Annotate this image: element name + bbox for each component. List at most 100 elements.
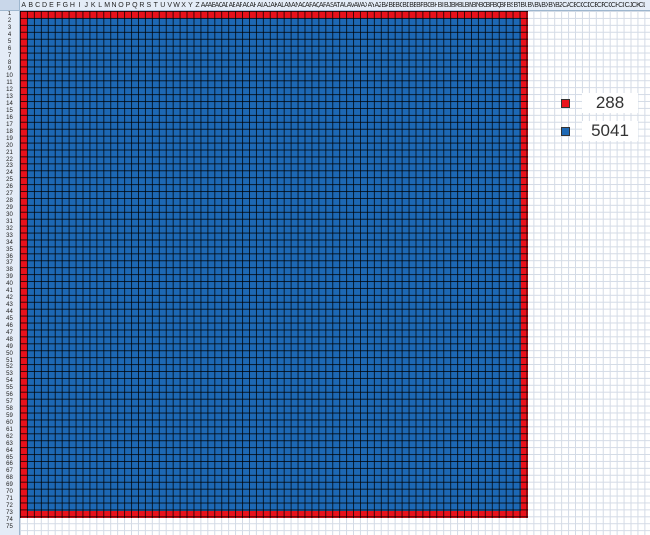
row-header[interactable]: 28 — [6, 198, 13, 205]
row-header[interactable]: 48 — [6, 336, 13, 343]
column-header[interactable]: BW — [534, 2, 541, 9]
row-header[interactable]: 67 — [6, 468, 13, 475]
column-header[interactable]: P — [125, 2, 131, 9]
row-header[interactable]: 58 — [6, 406, 13, 412]
column-header[interactable]: AE — [228, 2, 236, 9]
column-header[interactable]: AM — [284, 2, 291, 9]
row-header[interactable]: 24 — [6, 170, 13, 177]
row-header[interactable]: 36 — [6, 253, 13, 260]
row-header[interactable]: 6 — [7, 45, 12, 52]
column-header[interactable]: BX — [541, 2, 548, 9]
row-header[interactable]: 45 — [6, 315, 13, 322]
row-header[interactable]: 65 — [6, 454, 13, 461]
column-header[interactable]: CC — [576, 2, 583, 9]
row-header[interactable]: 30 — [6, 211, 13, 218]
column-header[interactable]: BU — [520, 2, 527, 9]
column-header[interactable]: CE — [589, 2, 597, 9]
row-header[interactable]: 11 — [6, 80, 13, 87]
row-header[interactable]: 38 — [6, 267, 13, 274]
column-header[interactable]: AR — [318, 2, 326, 9]
row-header[interactable]: 32 — [6, 225, 13, 232]
column-header[interactable]: BT — [513, 2, 520, 9]
row-header[interactable]: 50 — [6, 350, 13, 357]
column-header[interactable]: O — [118, 2, 124, 9]
column-header[interactable]: E — [49, 2, 54, 9]
column-header[interactable]: T — [153, 2, 158, 9]
column-header[interactable]: AW — [353, 2, 361, 9]
column-header[interactable]: AV — [346, 2, 354, 9]
row-header[interactable]: 34 — [6, 239, 13, 246]
row-header[interactable]: 71 — [6, 496, 13, 503]
row-header[interactable]: 69 — [6, 482, 13, 489]
row-header[interactable]: 3 — [7, 24, 12, 31]
column-header[interactable]: BF — [416, 2, 423, 9]
column-header[interactable]: CL — [638, 2, 646, 9]
column-header[interactable]: AS — [325, 2, 333, 9]
row-header[interactable]: 70 — [6, 489, 13, 496]
row-header[interactable]: 23 — [6, 163, 13, 170]
column-header[interactable]: BH — [430, 2, 437, 9]
row-header[interactable]: 20 — [6, 142, 13, 149]
column-header[interactable]: N — [111, 2, 117, 9]
row-header[interactable]: 44 — [6, 308, 13, 315]
row-header[interactable]: 68 — [6, 475, 13, 482]
row-header[interactable]: 60 — [6, 419, 13, 426]
column-header[interactable]: AY — [367, 2, 375, 9]
row-header[interactable]: 72 — [6, 503, 13, 510]
column-header[interactable]: AP — [304, 2, 312, 9]
column-header[interactable]: BP — [485, 2, 493, 9]
column-header[interactable]: AB — [207, 2, 215, 9]
column-header[interactable]: AU — [339, 2, 347, 9]
row-header[interactable]: 46 — [6, 322, 13, 329]
row-header[interactable]: 40 — [6, 281, 13, 288]
column-header[interactable]: K — [90, 2, 96, 9]
row-header[interactable]: 74 — [6, 516, 13, 523]
row-header[interactable]: 42 — [6, 295, 13, 302]
column-header[interactable]: Y — [188, 2, 193, 9]
row-header[interactable]: 41 — [6, 288, 13, 295]
column-header[interactable]: CK — [631, 2, 639, 9]
column-header[interactable]: AQ — [311, 2, 319, 9]
row-header[interactable]: 16 — [6, 114, 13, 121]
column-header[interactable]: AJ — [263, 2, 271, 9]
column-header[interactable]: CI — [618, 2, 625, 9]
row-header[interactable]: 73 — [6, 509, 13, 516]
column-header[interactable]: J — [84, 2, 88, 9]
select-all-corner[interactable] — [0, 0, 20, 11]
row-header[interactable]: 63 — [6, 440, 13, 447]
column-header[interactable]: CH — [610, 2, 618, 9]
row-header[interactable]: 25 — [6, 177, 13, 184]
column-header[interactable]: C — [35, 2, 40, 9]
row-header[interactable]: 37 — [6, 260, 13, 267]
row-header[interactable]: 33 — [6, 232, 13, 239]
column-header[interactable]: I — [78, 2, 80, 9]
row-header[interactable]: 56 — [6, 392, 13, 399]
column-header[interactable]: AC — [214, 2, 222, 9]
column-header[interactable]: BR — [499, 2, 507, 9]
row-header[interactable]: 5 — [7, 38, 12, 45]
column-header[interactable]: AK — [270, 2, 277, 9]
column-header[interactable]: BQ — [492, 2, 500, 9]
row-header[interactable]: 21 — [6, 149, 13, 156]
row-header[interactable]: 49 — [6, 343, 13, 350]
column-header[interactable]: AD — [221, 2, 229, 9]
row-header[interactable]: 75 — [6, 523, 13, 530]
column-header[interactable]: BI — [437, 2, 444, 9]
row-header[interactable]: 35 — [6, 246, 13, 253]
column-header[interactable]: AH — [249, 2, 256, 9]
row-header[interactable]: 19 — [6, 135, 13, 142]
row-header[interactable]: 55 — [6, 385, 13, 392]
column-header[interactable]: AA — [200, 2, 208, 9]
column-header[interactable]: BB — [388, 2, 395, 9]
column-header[interactable]: CB — [569, 2, 576, 9]
row-header[interactable]: 14 — [6, 101, 13, 108]
column-header[interactable]: A — [21, 2, 26, 9]
column-header[interactable]: BY — [548, 2, 555, 9]
column-header[interactable]: BJ — [443, 2, 451, 9]
column-header[interactable]: S — [146, 2, 151, 9]
row-header[interactable]: 53 — [6, 371, 13, 378]
row-header[interactable]: 61 — [6, 426, 13, 433]
column-header[interactable]: U — [160, 2, 165, 9]
row-header[interactable]: 54 — [6, 378, 13, 385]
row-header[interactable]: 43 — [6, 302, 13, 309]
